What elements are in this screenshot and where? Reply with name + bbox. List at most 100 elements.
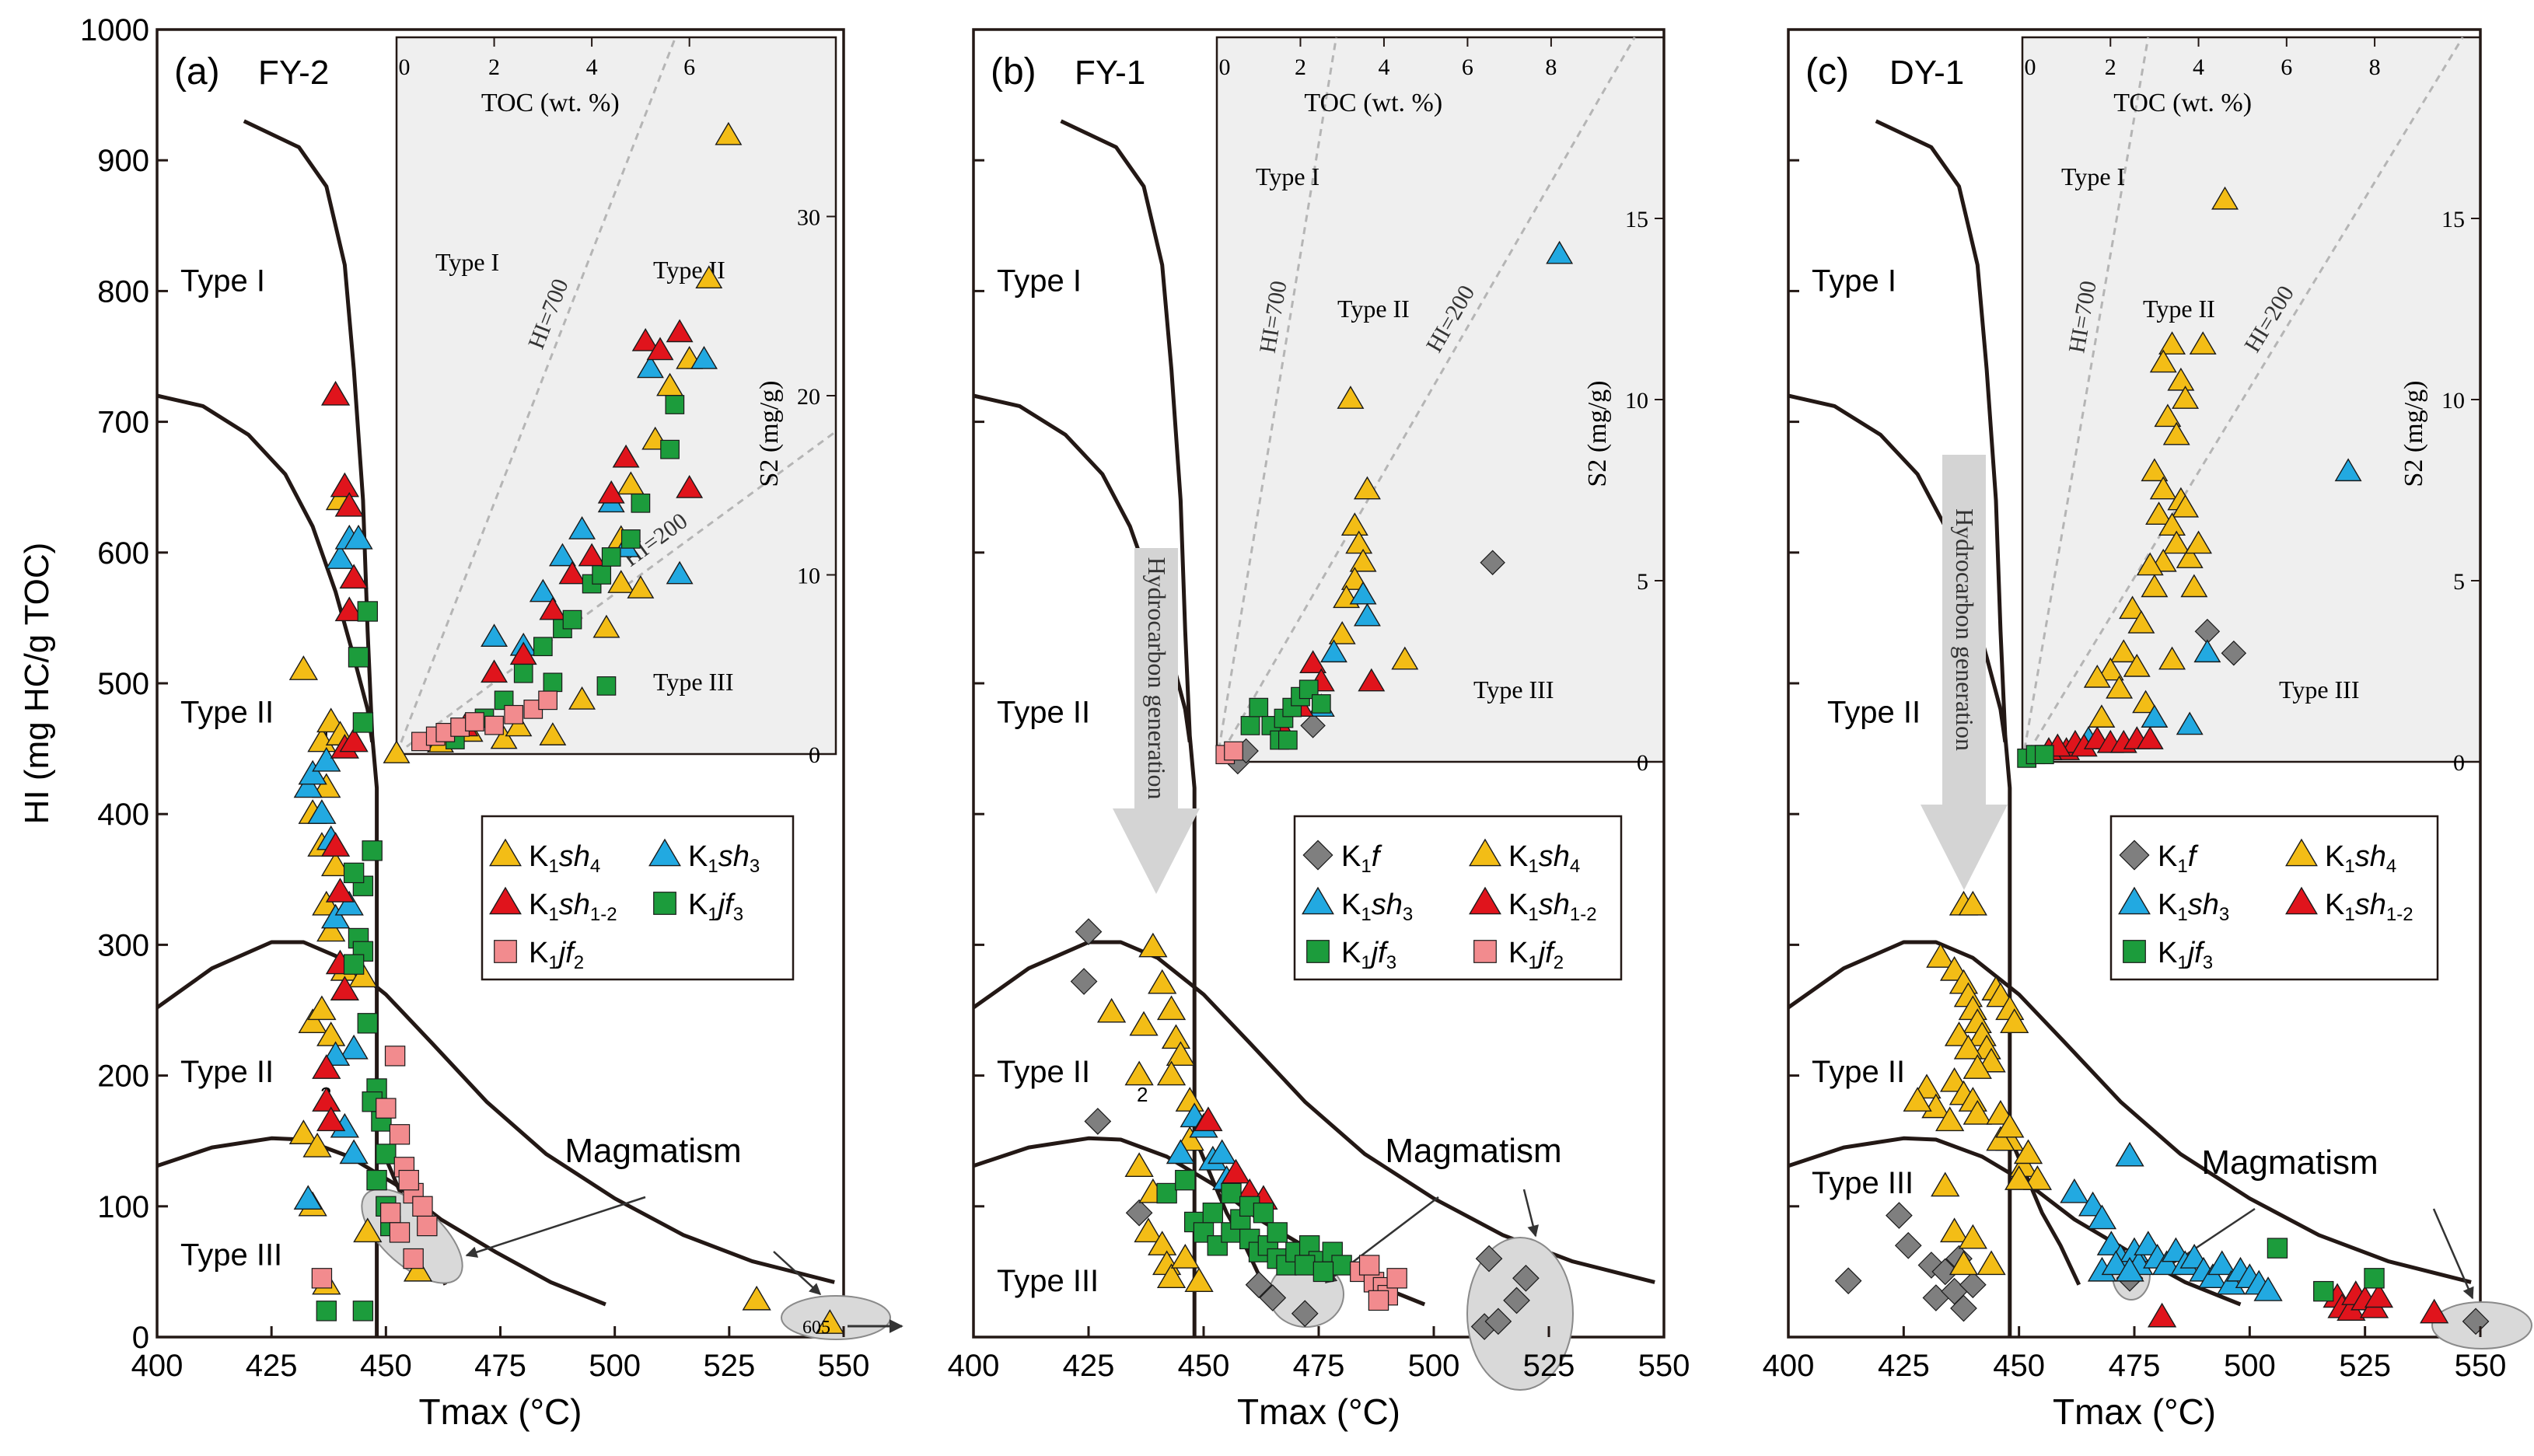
- inset-hi700-line: [395, 37, 677, 755]
- point-K1jf3: [1295, 1255, 1316, 1276]
- legend-label-part: 1: [548, 904, 558, 925]
- panel-letter: (b): [991, 51, 1036, 93]
- legend-label-part: 1: [548, 952, 558, 973]
- point-K1f: [1950, 1294, 1977, 1322]
- legend-label-part: 1: [2344, 856, 2354, 877]
- panel-letter: (a): [174, 51, 220, 93]
- point-K1jf2: [389, 1124, 411, 1145]
- panel-title: FY-1: [1075, 54, 1145, 92]
- legend-label-part: 1: [2177, 856, 2187, 877]
- point-K1jf2: [376, 1098, 397, 1119]
- legend-label-part: f: [2188, 840, 2199, 873]
- hydrocarbon-label: Hydrocarbon generation: [1143, 557, 1171, 800]
- point-K1jf3: [352, 712, 374, 733]
- inset-point-K1sh4: [1345, 530, 1373, 554]
- legend-label-part: K: [2158, 840, 2177, 873]
- point-K1sh4: [288, 1119, 318, 1144]
- panel-title: FY-2: [258, 54, 329, 92]
- inset-y-tick-label: 10: [2441, 388, 2465, 414]
- x-tick-label: 500: [1408, 1349, 1460, 1383]
- point-K1sh4: [2004, 1165, 2034, 1190]
- legend-label-part: 3: [733, 904, 743, 925]
- inset-point-K1sh4: [2127, 610, 2155, 634]
- legend-label-part: sh: [1539, 840, 1570, 873]
- legend-label-part: jf: [555, 937, 576, 969]
- inset-point-K1sh4: [617, 471, 645, 495]
- point-K1jf3: [348, 647, 369, 668]
- x-tick-label: 450: [360, 1349, 412, 1383]
- inset-point-K1sh3: [481, 623, 509, 648]
- inset-point-K1sh4: [2172, 494, 2200, 518]
- inset-point-K1jf2: [538, 690, 557, 711]
- point-K1sh4: [353, 1217, 383, 1243]
- legend-marker-K1sh4: [2285, 838, 2318, 867]
- legend-label-part: 1: [2344, 904, 2354, 925]
- inset-y-tick-label: 20: [797, 384, 820, 410]
- inset-point-K1sh12: [1299, 650, 1327, 674]
- point-K1sh4: [1977, 1047, 2006, 1073]
- inset-point-K1sh4: [2162, 530, 2190, 554]
- inset-type1-label: Type I: [435, 248, 499, 276]
- point-K1sh4: [1935, 1106, 1965, 1132]
- legend-label-K1jf2: K1​jf2​: [529, 937, 584, 973]
- legend-label-K1sh12: K1​sh1-2​: [2325, 889, 2413, 925]
- point-K1sh4: [1958, 1224, 1987, 1249]
- inset-type2-label: Type II: [1337, 295, 1410, 323]
- inset-point-K1sh4: [627, 575, 655, 599]
- x-axis-label: Tmax (°C): [1237, 1391, 1400, 1432]
- inset-x-tick-label: 6: [683, 54, 695, 80]
- point-K1f: [1084, 1108, 1112, 1135]
- inset-point-K1sh4: [592, 614, 620, 638]
- inset-type3-label: Type III: [653, 668, 733, 696]
- legend-label-part: K: [2325, 840, 2344, 873]
- point-K1jf3: [1331, 1255, 1352, 1276]
- legend-label-part: 2: [1554, 952, 1564, 973]
- inset-point-K1sh4: [490, 725, 518, 749]
- legend-label-part: sh: [1372, 889, 1403, 921]
- inset-point-K1jf3: [494, 690, 514, 711]
- point-K1sh4: [1995, 1112, 2025, 1138]
- point-K1sh12: [2147, 1302, 2177, 1328]
- legend-marker-K1sh12: [2285, 886, 2318, 915]
- inset-frame: [1215, 36, 1665, 763]
- inset-point-K1jf2: [1224, 741, 1243, 761]
- point-K1sh12: [1221, 1158, 1251, 1184]
- legend-label-part: sh: [718, 840, 750, 873]
- inset-point-K1sh4: [2149, 349, 2177, 373]
- point-K1sh12: [339, 564, 369, 589]
- x-tick-label: 550: [1638, 1349, 1690, 1383]
- legend-marker-K1jf3: [653, 892, 676, 915]
- legend-label-K1sh3: K1​sh3​: [1341, 889, 1413, 925]
- legend-marker-K1f: [2119, 840, 2150, 871]
- inset-point-K1jf3: [1249, 697, 1269, 718]
- inset-frame: [2021, 36, 2482, 763]
- point-K1sh4: [742, 1285, 771, 1311]
- inset-point-K1sh4: [1353, 476, 1381, 500]
- legend-marker-K1sh4: [1469, 838, 1501, 867]
- legend-label-part: 3: [2219, 904, 2229, 925]
- inset-point-K1sh4: [1391, 646, 1419, 670]
- legend-label-part: jf: [1368, 937, 1389, 969]
- point-K1jf3: [316, 1301, 337, 1322]
- point-K1jf3: [352, 1301, 374, 1322]
- region-type3-label: Type III: [1812, 1166, 1914, 1200]
- inset-y-tick-label: 30: [797, 205, 820, 231]
- inset-point-K1jf3: [631, 493, 651, 513]
- inset-x-tick-label: 0: [399, 54, 411, 80]
- inset-y-tick-label: 15: [2441, 207, 2465, 232]
- magmatism-arrow: [1522, 1189, 1540, 1238]
- inset-point-K1jf3: [665, 395, 685, 414]
- point-K1sh4: [1148, 969, 1177, 994]
- point-K1f: [1125, 1199, 1153, 1227]
- inset-point-K1sh4: [2185, 530, 2213, 554]
- region-type2-1-label: Type II: [180, 695, 274, 729]
- legend-label-K1f: K1​f: [2158, 840, 2199, 877]
- legend-marker-K1jf3: [1306, 940, 1330, 963]
- y-axis-label: HI (mg HC/g TOC): [18, 543, 56, 825]
- inset-point-K1sh4: [2172, 386, 2200, 409]
- point-K1sh4: [2000, 1008, 2029, 1033]
- inset-point-K1sh4: [2088, 704, 2116, 728]
- point-K1sh3: [1166, 1139, 1196, 1164]
